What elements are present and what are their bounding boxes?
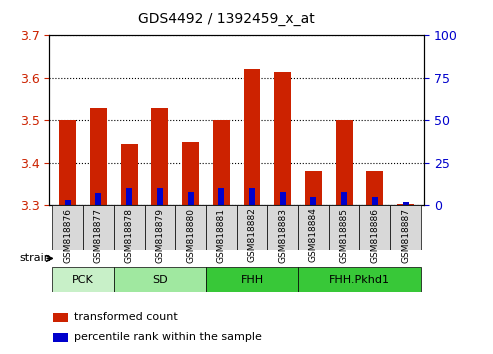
Text: SD: SD — [152, 275, 168, 285]
Bar — [359, 205, 390, 250]
Bar — [144, 205, 175, 250]
Bar — [206, 267, 298, 292]
Bar — [206, 205, 237, 250]
Bar — [59, 120, 76, 205]
Bar — [65, 200, 70, 205]
Bar — [237, 205, 267, 250]
Bar — [126, 188, 132, 205]
Text: GSM818879: GSM818879 — [155, 207, 164, 263]
Bar — [182, 142, 199, 205]
Text: strain: strain — [20, 253, 52, 263]
Text: transformed count: transformed count — [73, 312, 177, 322]
Bar — [372, 197, 378, 205]
Text: GSM818876: GSM818876 — [63, 207, 72, 263]
Text: FHH: FHH — [241, 275, 264, 285]
Bar — [90, 108, 107, 205]
Bar — [280, 192, 285, 205]
Text: GSM818886: GSM818886 — [370, 207, 379, 263]
Text: GSM818880: GSM818880 — [186, 207, 195, 263]
Text: GSM818878: GSM818878 — [125, 207, 134, 263]
Text: GSM818883: GSM818883 — [278, 207, 287, 263]
Bar — [218, 188, 224, 205]
Bar — [336, 120, 352, 205]
Bar — [151, 108, 168, 205]
Bar — [83, 205, 114, 250]
Bar — [244, 69, 260, 205]
Bar — [298, 205, 329, 250]
Bar — [249, 188, 255, 205]
Bar — [52, 205, 83, 250]
Bar — [366, 171, 383, 205]
Text: GSM818887: GSM818887 — [401, 207, 410, 263]
Text: GSM818884: GSM818884 — [309, 207, 318, 262]
Bar — [305, 171, 322, 205]
Text: GSM818877: GSM818877 — [94, 207, 103, 263]
Bar — [188, 192, 194, 205]
Text: GSM818885: GSM818885 — [340, 207, 349, 263]
Bar — [53, 313, 68, 322]
Text: GDS4492 / 1392459_x_at: GDS4492 / 1392459_x_at — [139, 12, 315, 27]
Bar — [53, 333, 68, 342]
Bar — [267, 205, 298, 250]
Bar — [213, 120, 230, 205]
Text: GSM818881: GSM818881 — [217, 207, 226, 263]
Bar — [121, 144, 138, 205]
Bar — [298, 267, 421, 292]
Text: FHH.Pkhd1: FHH.Pkhd1 — [329, 275, 390, 285]
Bar — [390, 205, 421, 250]
Bar — [341, 192, 347, 205]
Bar — [114, 205, 144, 250]
Bar — [157, 188, 163, 205]
Bar — [114, 267, 206, 292]
Bar — [96, 193, 102, 205]
Text: GSM818882: GSM818882 — [247, 207, 256, 262]
Bar — [403, 202, 409, 205]
Bar — [329, 205, 359, 250]
Text: percentile rank within the sample: percentile rank within the sample — [73, 332, 261, 342]
Bar — [311, 197, 317, 205]
Bar — [274, 72, 291, 205]
Text: PCK: PCK — [72, 275, 94, 285]
Bar — [175, 205, 206, 250]
Bar — [52, 267, 114, 292]
